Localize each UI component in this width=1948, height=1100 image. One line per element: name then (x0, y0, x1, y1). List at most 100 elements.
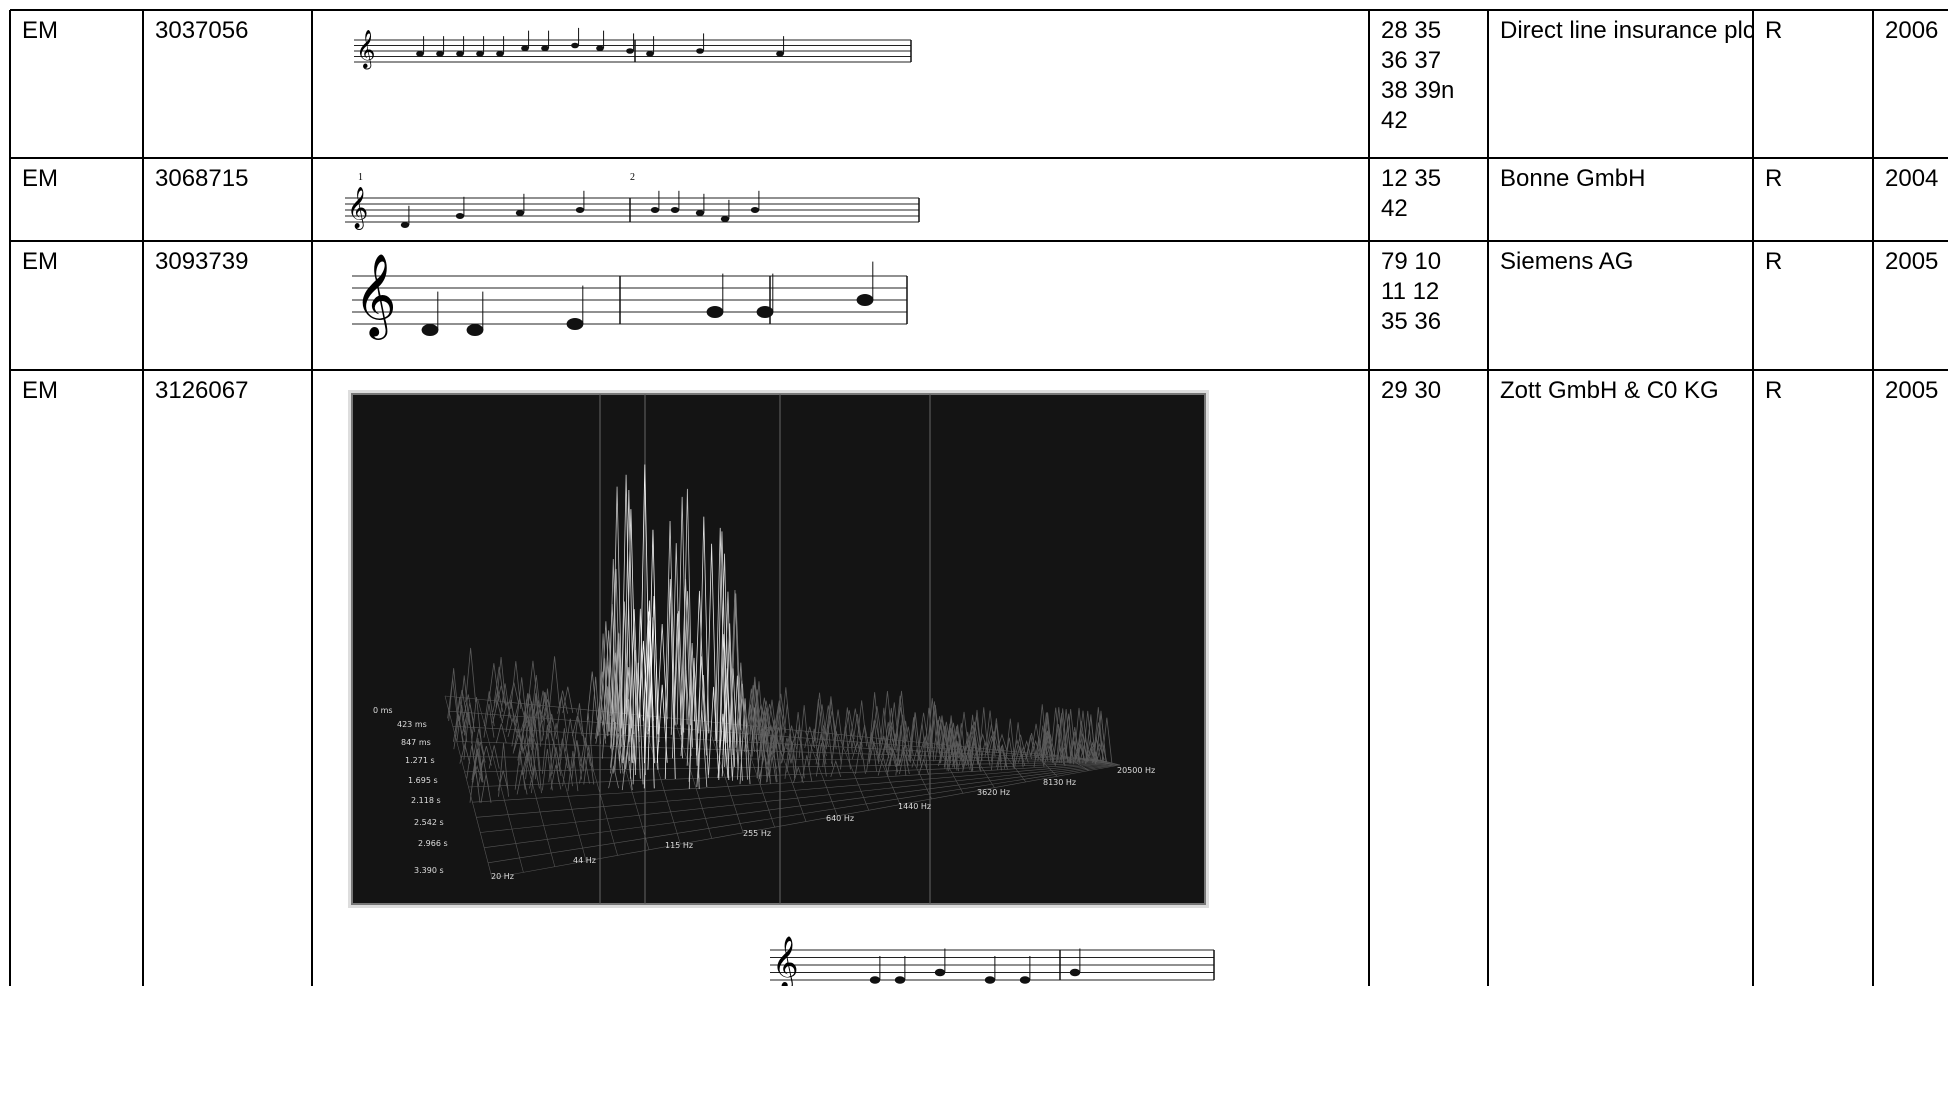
year-cell: 2004 (1873, 158, 1948, 241)
classes-cell: 12 35 42 (1369, 158, 1488, 241)
spectrogram-peak (511, 716, 523, 747)
spectrogram-peak (526, 729, 537, 747)
number-cell: 3126067 (143, 370, 312, 1100)
spectrogram-peak (549, 656, 560, 708)
spectrogram-peak (495, 656, 507, 708)
number-cell: 3093739 (143, 241, 312, 370)
spectrogram-peak (557, 738, 568, 769)
spectrogram-peak (567, 750, 579, 792)
spectrogram-peak (1093, 722, 1104, 763)
spectrogram-grid (472, 762, 1112, 803)
spectrogram-peak (923, 707, 935, 762)
spectrogram-peak (452, 714, 464, 742)
spectrogram-peak (727, 668, 739, 770)
status: R (1765, 248, 1783, 275)
type: EM (22, 165, 58, 192)
spectrogram-peak (495, 685, 507, 709)
spectrogram-peak (786, 740, 798, 773)
spectrogram-peak (737, 683, 748, 780)
spectrogram-peak (986, 734, 997, 753)
freq-label: 44 Hz (573, 856, 596, 865)
class-line: 12 35 (1381, 165, 1442, 192)
spectrogram-grid (468, 762, 1111, 788)
class-line: 28 35 (1381, 17, 1442, 44)
spectrogram-peak (965, 730, 977, 751)
spectrogram-peak (550, 723, 562, 760)
time-label: 3.390 s (414, 866, 444, 875)
measure-number: 2 (630, 172, 635, 183)
spectrogram-grid (476, 763, 1114, 818)
spectrogram-peak (866, 732, 878, 772)
spectrogram-peak (697, 675, 709, 778)
time-label: 0 ms (373, 706, 393, 715)
class-line: 35 36 (1381, 308, 1442, 335)
spectrogram-peak (664, 579, 676, 779)
owner-cell: Zott GmbH & C0 KG (1488, 370, 1753, 1100)
spectrogram-peak (550, 746, 562, 776)
time-label: 2.966 s (418, 839, 448, 848)
status: R (1765, 165, 1783, 192)
year: 2004 (1885, 165, 1939, 192)
note (456, 51, 464, 57)
spectrogram-peak (525, 727, 537, 780)
spectrogram-peak (608, 765, 619, 789)
time-label: 1.695 s (408, 776, 438, 785)
note (400, 222, 410, 228)
spectrogram-peak (822, 724, 834, 767)
note (1069, 968, 1081, 977)
spectrogram-peak (612, 732, 624, 774)
spectrogram-peak (940, 725, 952, 764)
page: 𝄞 𝄞 𝄞 𝄞 1 2 0 ms 423 ms 847 ms 1.271 s 1.695 s 2.11… (9, 9, 1948, 986)
note (750, 207, 760, 213)
spectrogram-peak (461, 712, 473, 734)
spectrogram-peak (990, 718, 1002, 762)
spectrogram-peak (483, 691, 495, 727)
spectrogram-peak (1085, 716, 1097, 761)
spectrogram-peak (595, 694, 607, 739)
spectrogram-peak (571, 740, 583, 769)
spectrogram-peak (583, 745, 595, 785)
class-line: 38 39n (1381, 77, 1455, 104)
spectrogram-peak (505, 699, 517, 733)
note (706, 306, 724, 318)
spectrogram-peak (784, 736, 796, 779)
spectrogram-peak (729, 590, 741, 729)
spectrogram-peak (473, 728, 485, 755)
note (496, 51, 504, 57)
number-cell: 3037056 (143, 10, 312, 158)
spectrogram-peak (951, 741, 963, 762)
freq-label: 640 Hz (826, 814, 854, 823)
spectrogram-peak (843, 710, 855, 740)
spectrogram-peak (562, 753, 573, 787)
spectrogram-peak (748, 707, 760, 780)
spectrogram-peak (629, 649, 641, 779)
spectrogram-peak (731, 675, 743, 781)
spectrogram-peak (542, 688, 553, 741)
spectrogram-peak (977, 733, 989, 753)
note (756, 306, 774, 318)
spectrogram-peak (459, 743, 471, 764)
owner-cell: Bonne GmbH (1488, 158, 1753, 241)
spectrogram-peak (471, 697, 482, 744)
spectrogram-peak (791, 729, 803, 747)
spectrogram-peak (895, 725, 907, 776)
spectrogram-peak (448, 668, 460, 722)
spectrogram-peak (681, 488, 693, 731)
note (541, 45, 549, 51)
status-cell: R (1753, 10, 1873, 158)
spectrogram-peak (830, 759, 842, 778)
note (869, 976, 881, 984)
freq-label: 1440 Hz (898, 802, 931, 811)
spectrogram-peak (900, 720, 912, 763)
note (596, 45, 604, 51)
spectrogram-peak (550, 764, 562, 790)
spectrogram-bg (351, 393, 1206, 905)
spectrogram-peak (755, 704, 767, 728)
spectrogram-peak (611, 486, 623, 715)
spectrogram-peak (714, 527, 726, 741)
spectrogram-peak (991, 723, 1002, 771)
spectrogram-peak (463, 712, 475, 760)
spectrogram-peak (971, 715, 982, 756)
spectrogram-peak (815, 742, 827, 777)
spectrogram-peak (908, 717, 920, 761)
